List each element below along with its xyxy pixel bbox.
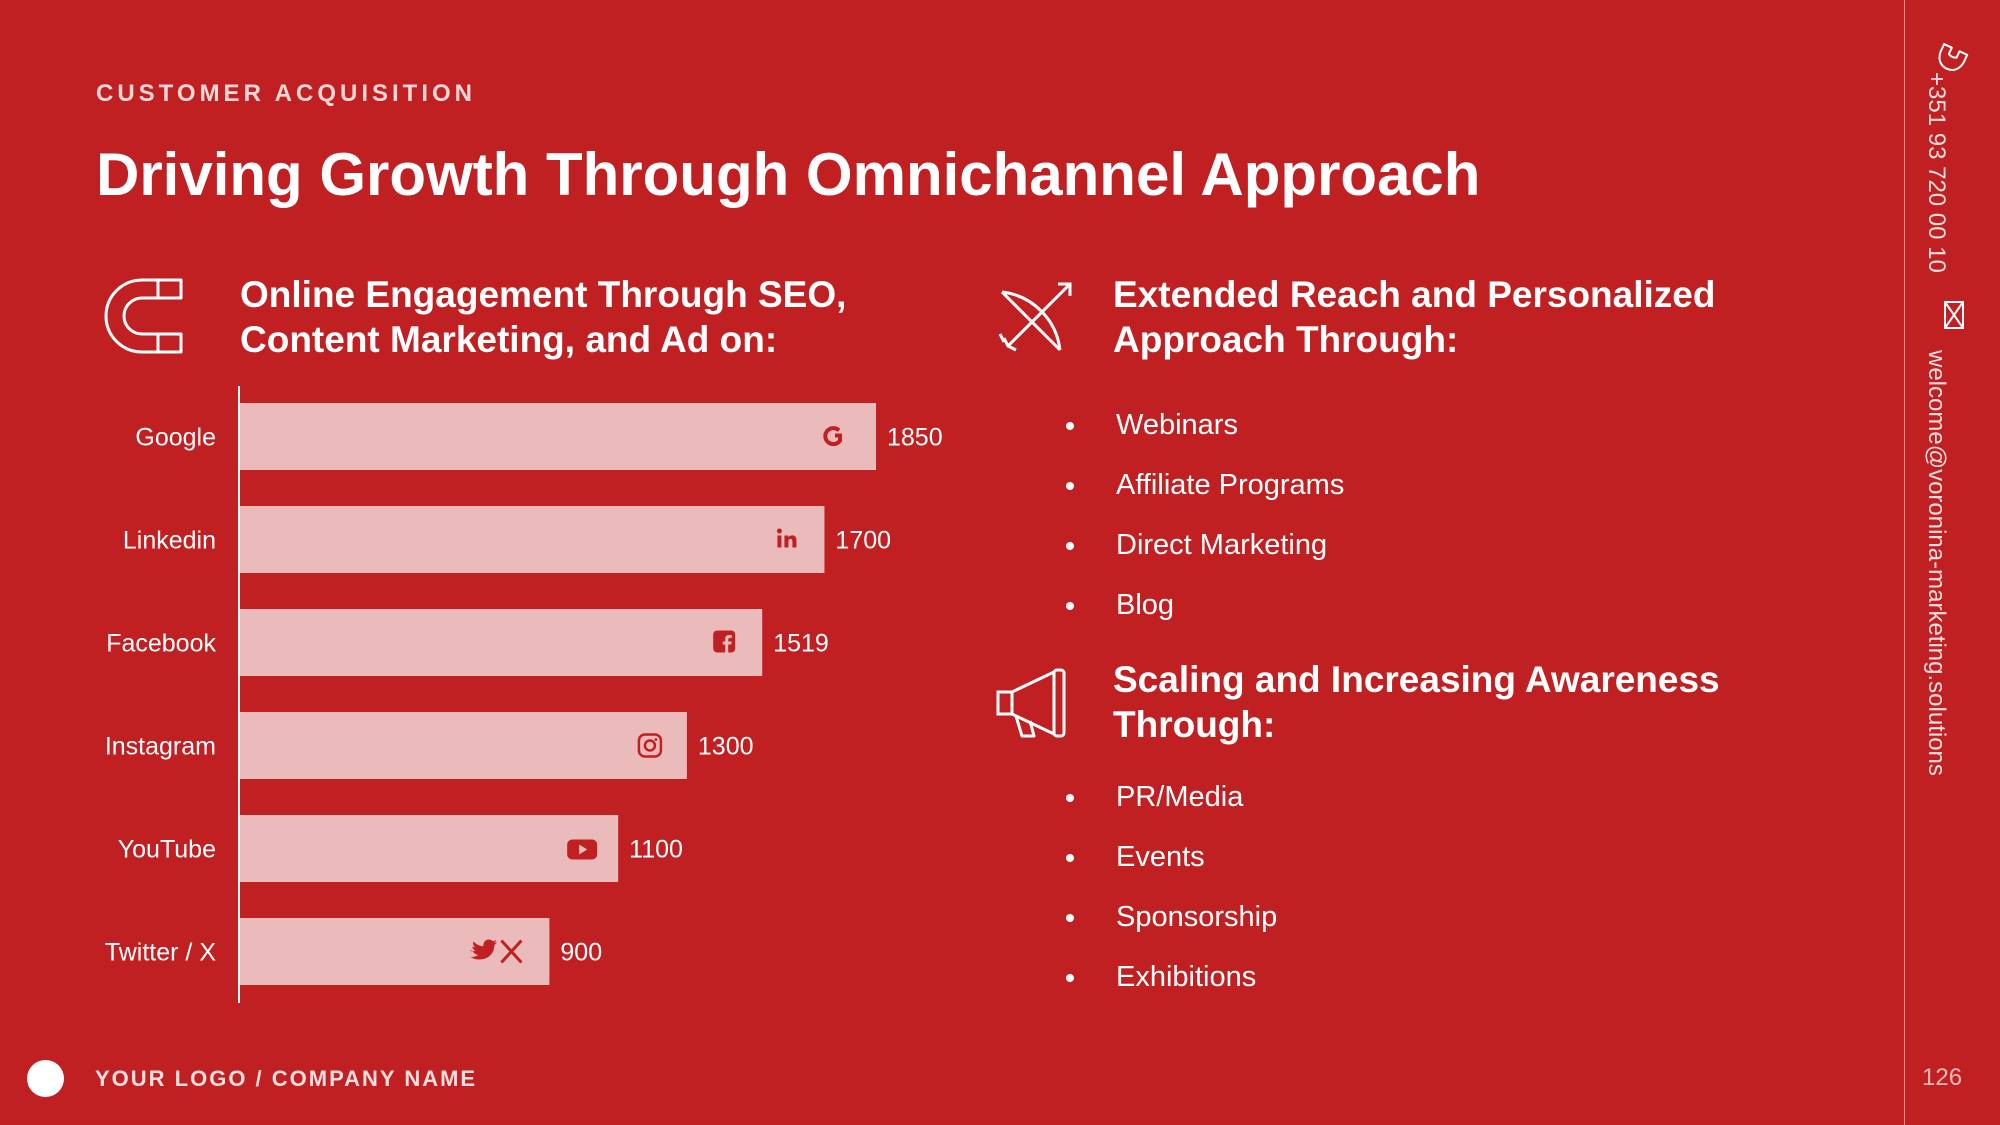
- category-label: Linkedin: [123, 527, 216, 555]
- bar: [240, 609, 763, 676]
- category-label: YouTube: [118, 836, 216, 864]
- sidebar-divider: [1904, 0, 1905, 1125]
- bar: [240, 918, 550, 985]
- youtube-icon: [567, 839, 598, 860]
- page-number: 126: [1922, 1064, 1963, 1091]
- right-1-title-line1: Extended Reach and Personalized: [1113, 274, 1716, 315]
- data-label: 1850: [887, 424, 943, 452]
- right-1-title-line2: Approach Through:: [1113, 319, 1459, 360]
- data-label: 900: [560, 939, 602, 967]
- bar-chart: Google 1850 Linkedin 1700 Facebook 1519 Instag…: [105, 386, 943, 1003]
- list-item: Events: [1066, 837, 1277, 897]
- right-2-title-line1: Scaling and Increasing Awareness: [1113, 659, 1720, 700]
- twitter-x-icon: [469, 939, 523, 964]
- linkedin-icon: [776, 528, 797, 548]
- slide-title: Driving Growth Through Omnichannel Appro…: [96, 141, 1481, 208]
- category-label: Instagram: [105, 733, 216, 761]
- category-label: Google: [135, 424, 216, 452]
- bar: [240, 712, 687, 779]
- list-item: Sponsorship: [1066, 897, 1277, 957]
- right-section-2-title: Scaling and Increasing Awareness Through…: [1113, 657, 1720, 747]
- data-label: 1700: [835, 527, 891, 555]
- mail-icon: [1944, 301, 1964, 329]
- bar: [240, 403, 876, 470]
- bar: [240, 506, 825, 573]
- data-label: 1300: [698, 733, 754, 761]
- list-item: Blog: [1066, 585, 1344, 645]
- slide-kicker: CUSTOMER ACQUISITION: [96, 80, 477, 107]
- facebook-icon: [713, 630, 736, 653]
- magnet-icon: [104, 278, 183, 354]
- category-label: Facebook: [106, 630, 216, 658]
- list-item: Direct Marketing: [1066, 525, 1344, 585]
- left-title-line1: Online Engagement Through SEO,: [240, 274, 847, 315]
- list-item: Exhibitions: [1066, 957, 1277, 1017]
- phone-icon: [1938, 43, 1969, 71]
- left-title-line2: Content Marketing, and Ad on:: [240, 319, 778, 360]
- bar: [240, 815, 619, 882]
- list-item: Webinars: [1066, 405, 1344, 465]
- right-section-1-title: Extended Reach and Personalized Approach…: [1113, 272, 1715, 362]
- list-item: Affiliate Programs: [1066, 465, 1344, 525]
- logo-mark: [27, 1060, 64, 1097]
- bow-arrow-icon: [998, 282, 1072, 352]
- left-section-title: Online Engagement Through SEO, Content M…: [240, 272, 846, 362]
- right-section-1-list: Webinars Affiliate Programs Direct Marke…: [1066, 405, 1344, 645]
- google-icon: [823, 426, 842, 447]
- megaphone-icon: [996, 668, 1066, 738]
- data-label: 1100: [629, 836, 683, 864]
- sidebar-phone[interactable]: +351 93 720 00 10: [1923, 72, 1950, 273]
- list-item: PR/Media: [1066, 777, 1277, 837]
- right-2-title-line2: Through:: [1113, 704, 1276, 745]
- logo-company-name: YOUR LOGO / COMPANY NAME: [95, 1066, 478, 1091]
- data-label: 1519: [773, 630, 829, 658]
- sidebar-email[interactable]: welcome@voronina-marketing.solutions: [1923, 350, 1950, 776]
- instagram-icon: [637, 733, 663, 758]
- right-section-2-list: PR/Media Events Sponsorship Exhibitions: [1066, 777, 1277, 1017]
- category-label: Twitter / X: [105, 939, 216, 967]
